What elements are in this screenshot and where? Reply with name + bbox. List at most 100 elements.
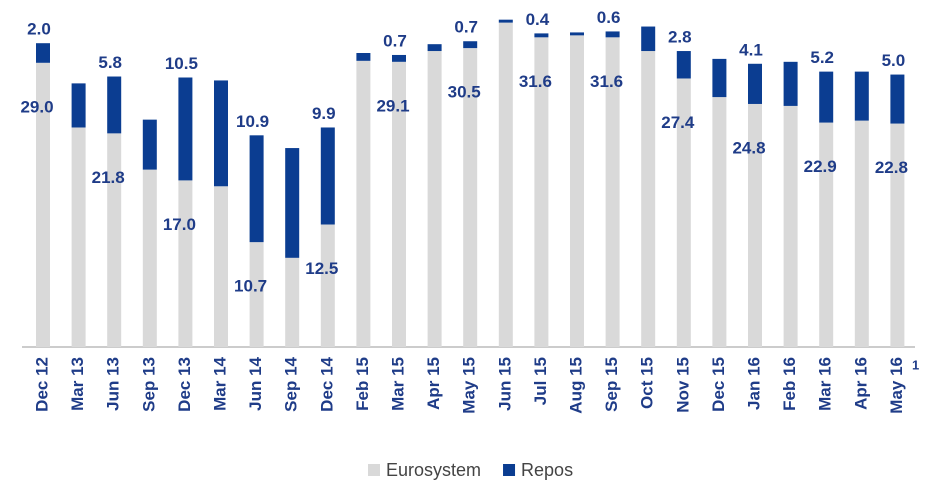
value-label: 10.9 — [236, 112, 269, 131]
value-label: 31.6 — [590, 72, 623, 91]
x-tick-label: Apr 16 — [851, 357, 870, 410]
bar-segment — [819, 71, 834, 123]
value-label: 12.5 — [305, 259, 338, 278]
bar-segment — [498, 22, 513, 348]
value-label: 5.8 — [98, 53, 122, 72]
bar-segment — [285, 257, 300, 347]
x-tick-label: Jun 15 — [495, 357, 514, 411]
bar-segment — [178, 77, 193, 181]
value-label: 0.6 — [597, 8, 621, 27]
x-tick-label: May 16 — [887, 357, 906, 414]
bar-segment — [392, 54, 406, 62]
value-label: 29.1 — [376, 96, 409, 115]
bar-segment — [534, 37, 549, 347]
bar-segment — [570, 32, 584, 36]
bar-segment — [854, 71, 869, 121]
x-tick-label: May 15 — [460, 357, 479, 414]
x-tick-label: Dec 12 — [32, 357, 51, 412]
x-tick-label: Jun 13 — [104, 357, 123, 411]
x-tick-label: Dec 15 — [709, 357, 728, 412]
bar-segment — [214, 186, 228, 347]
bar-segment — [392, 61, 406, 347]
legend-label: Eurosystem — [386, 460, 481, 480]
x-tick-label: Mar 13 — [68, 357, 87, 411]
bar-segment — [427, 51, 442, 347]
x-tick-label: Feb 15 — [353, 357, 372, 411]
bar-segment — [320, 127, 335, 225]
bar-segment — [463, 48, 478, 347]
footnote: 1 — [912, 357, 919, 372]
legend-swatch — [503, 464, 516, 476]
bar-segment — [214, 80, 228, 187]
bar-segment — [890, 74, 905, 124]
bar-segment — [641, 26, 656, 52]
value-label: 27.4 — [661, 113, 695, 132]
value-label: 0.7 — [383, 31, 407, 50]
x-tick-label: Nov 15 — [673, 357, 692, 413]
bar-segment — [71, 127, 86, 347]
bar-segment — [36, 62, 50, 348]
x-tick-label: Feb 16 — [780, 357, 799, 411]
bar-segment — [249, 135, 264, 243]
x-tick-label: Apr 15 — [424, 357, 443, 410]
bar-segment — [71, 83, 86, 128]
x-tick-label: Sep 14 — [282, 356, 301, 411]
bar-segment — [783, 61, 798, 106]
bar-segment — [142, 119, 157, 170]
value-label: 10.7 — [234, 277, 267, 296]
bar-segment — [605, 37, 620, 347]
value-label: 21.8 — [92, 168, 125, 187]
bar-segment — [427, 44, 442, 52]
bar-segment — [178, 180, 193, 347]
bar-segment — [641, 51, 656, 347]
bar-segment — [534, 33, 549, 38]
bar-segment — [605, 31, 620, 38]
bar-segment — [285, 148, 300, 258]
x-tick-label: Aug 15 — [566, 357, 585, 414]
bar-segment — [570, 35, 584, 348]
value-label: 22.9 — [804, 157, 837, 176]
value-label: 5.2 — [810, 48, 834, 67]
value-label: 0.4 — [526, 10, 550, 29]
value-label: 31.6 — [519, 72, 552, 91]
legend-swatch — [368, 464, 380, 476]
bar-segment — [783, 105, 798, 347]
x-tick-label: Dec 13 — [175, 357, 194, 412]
value-label: 29.0 — [20, 97, 53, 116]
bar-segment — [107, 133, 122, 347]
bar-segment — [320, 224, 335, 347]
x-tick-label: Jan 16 — [744, 357, 763, 410]
bar-segment — [498, 19, 513, 23]
bar-segment — [819, 122, 834, 347]
x-tick-label: Mar 16 — [816, 357, 835, 411]
value-label: 22.8 — [875, 158, 908, 177]
x-tick-label: Sep 13 — [139, 357, 158, 412]
bar-segment — [712, 58, 727, 98]
bar-segment — [712, 97, 727, 347]
value-label: 9.9 — [312, 104, 336, 123]
x-tick-label: Jun 14 — [246, 356, 265, 410]
value-label: 5.0 — [882, 51, 906, 70]
bar-segment — [463, 41, 478, 49]
x-tick-label: Mar 14 — [210, 356, 229, 410]
bar-segment — [748, 63, 762, 104]
bar-segment — [748, 103, 762, 348]
bar-segment — [356, 60, 371, 348]
bar-segment — [249, 242, 264, 347]
bar-segment — [142, 169, 157, 347]
bar-segment — [854, 120, 869, 348]
value-label: 17.0 — [163, 215, 196, 234]
value-label: 24.8 — [732, 138, 765, 157]
value-label: 4.1 — [739, 40, 763, 59]
value-label: 2.8 — [668, 28, 692, 47]
bar-segment — [36, 43, 50, 63]
x-tick-label: Sep 15 — [602, 357, 621, 412]
value-label: 2.0 — [27, 20, 51, 39]
value-label: 10.5 — [165, 54, 198, 73]
bar-segment — [890, 123, 905, 347]
bar-segment — [676, 78, 691, 347]
x-tick-label: Mar 15 — [388, 357, 407, 411]
bar-segment — [676, 51, 691, 79]
bar-segment — [356, 53, 371, 61]
